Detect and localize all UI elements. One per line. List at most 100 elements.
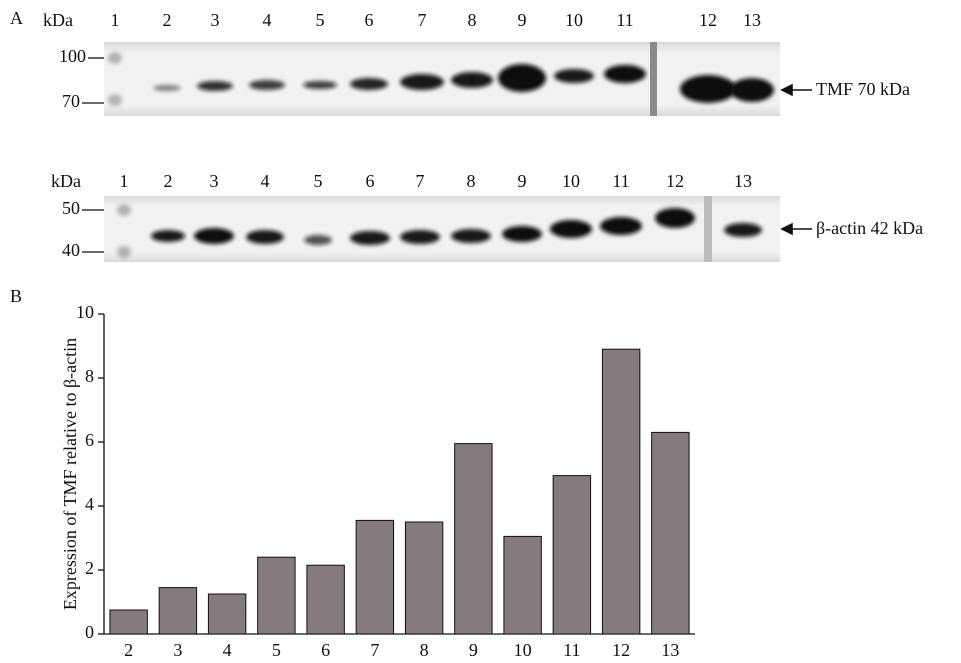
lane-label: 8 — [467, 171, 476, 191]
bar — [405, 522, 442, 634]
lane-label: 3 — [210, 171, 219, 191]
band — [502, 226, 542, 242]
ladder-band — [108, 94, 122, 106]
lane-label: 12 — [699, 10, 717, 30]
lane-label: 3 — [211, 10, 220, 30]
lane-label: 13 — [743, 10, 761, 30]
x-tick-label: 4 — [223, 640, 232, 660]
panel-label: B — [10, 286, 22, 306]
strip-gap — [704, 196, 712, 262]
bar — [356, 520, 393, 634]
lane-label: 4 — [263, 10, 272, 30]
band — [451, 72, 493, 88]
x-tick-label: 6 — [321, 640, 330, 660]
lane-label: 11 — [616, 10, 633, 30]
ladder-band — [117, 246, 131, 258]
x-tick-label: 8 — [420, 640, 429, 660]
bar — [258, 557, 295, 634]
lane-label: 9 — [518, 171, 527, 191]
band — [303, 81, 337, 89]
lane-label: 10 — [565, 10, 583, 30]
lane-label: 9 — [518, 10, 527, 30]
x-tick-label: 3 — [173, 640, 182, 660]
ladder-band — [108, 52, 122, 64]
bar — [553, 476, 590, 634]
x-tick-label: 9 — [469, 640, 478, 660]
lane-label: 1 — [111, 10, 120, 30]
strip-gap — [650, 42, 657, 116]
lane-label: 13 — [734, 171, 752, 191]
ladder-band — [117, 204, 131, 216]
band — [554, 69, 594, 83]
lane-label: 5 — [314, 171, 323, 191]
band — [680, 75, 736, 103]
band — [550, 220, 592, 238]
lane-label: 7 — [416, 171, 425, 191]
lane-label: 1 — [120, 171, 129, 191]
lane-label: 12 — [666, 171, 684, 191]
marker-label: 40 — [62, 240, 80, 260]
band — [246, 230, 284, 244]
band — [724, 223, 762, 237]
band — [304, 235, 332, 245]
y-tick-label: 8 — [85, 366, 94, 386]
y-axis-label: Expression of TMF relative to β-actin — [60, 338, 80, 610]
bar — [602, 349, 639, 634]
bar — [307, 565, 344, 634]
unit-label: kDa — [43, 10, 73, 30]
marker-label: 50 — [62, 198, 80, 218]
band — [604, 65, 646, 83]
band — [655, 208, 695, 228]
lane-label: 5 — [316, 10, 325, 30]
band — [730, 78, 774, 102]
unit-label: kDa — [51, 171, 81, 191]
blot-tmf — [104, 42, 780, 116]
lane-label: 6 — [366, 171, 375, 191]
x-tick-label: 11 — [563, 640, 580, 660]
x-tick-label: 5 — [272, 640, 281, 660]
bar — [504, 536, 541, 634]
bar — [455, 444, 492, 634]
bar — [208, 594, 245, 634]
x-tick-label: 13 — [661, 640, 679, 660]
target-label: TMF 70 kDa — [816, 79, 910, 99]
bar — [652, 432, 689, 634]
marker-label: 70 — [62, 91, 80, 111]
band — [153, 85, 181, 91]
band — [498, 64, 546, 92]
bar-chart: 0 2 4 6 8 10 Expression of TMF relative to β-a… — [60, 302, 695, 660]
band — [400, 74, 444, 90]
lane-label: 2 — [163, 10, 172, 30]
x-tick-label: 10 — [514, 640, 532, 660]
marker-label: 100 — [59, 46, 86, 66]
arrows — [782, 85, 812, 234]
band — [600, 217, 642, 235]
figure: A B kDa kDa 100 70 50 40 TMF 70 kDa β-ac… — [0, 0, 961, 663]
x-tick-label: 12 — [612, 640, 630, 660]
y-tick-label: 2 — [85, 558, 94, 578]
band — [249, 80, 285, 90]
y-tick-label: 4 — [85, 494, 94, 514]
lane-label: 6 — [365, 10, 374, 30]
lane-label: 11 — [612, 171, 629, 191]
band — [350, 231, 390, 245]
band — [194, 228, 234, 244]
band — [400, 230, 440, 244]
band — [451, 229, 491, 243]
bar — [159, 588, 196, 634]
x-tick-label: 2 — [124, 640, 133, 660]
y-tick-label: 0 — [85, 622, 94, 642]
lane-label: 7 — [418, 10, 427, 30]
target-label: β-actin 42 kDa — [816, 218, 923, 238]
lane-label: 4 — [261, 171, 270, 191]
band — [350, 78, 388, 90]
y-tick-label: 6 — [85, 430, 94, 450]
marker-ticks — [82, 58, 104, 252]
bar — [110, 610, 147, 634]
lane-label: 8 — [468, 10, 477, 30]
y-tick-label: 10 — [76, 302, 94, 322]
band — [151, 230, 185, 242]
lane-label: 10 — [562, 171, 580, 191]
x-tick-label: 7 — [370, 640, 379, 660]
lane-label: 2 — [164, 171, 173, 191]
